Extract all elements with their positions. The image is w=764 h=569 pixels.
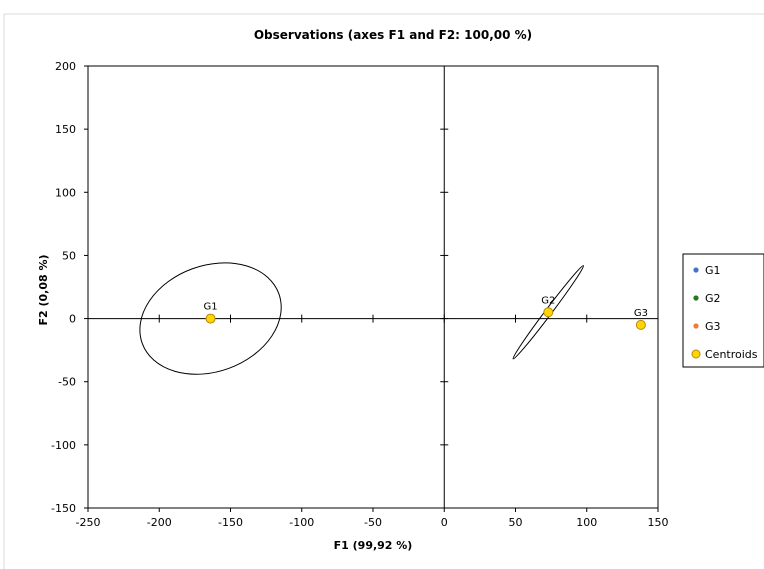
legend-label: G3 (705, 320, 721, 333)
legend: G1 G2 G3 Centroids (682, 253, 764, 368)
x-tick-label: 100 (576, 516, 597, 529)
centroid-point (635, 319, 646, 330)
y-tick-label: -100 (51, 439, 76, 452)
x-tick-label: -50 (364, 516, 382, 529)
y-tick-label: -50 (58, 376, 76, 389)
x-tick-label: 50 (509, 516, 523, 529)
legend-marker (693, 295, 699, 301)
points-layer: G1 G2 G3 (203, 295, 648, 330)
chart-title: Observations (axes F1 and F2: 100,00 %) (254, 28, 532, 42)
y-tick-label: 150 (55, 123, 76, 136)
legend-marker (691, 349, 701, 359)
centroid-point (543, 307, 554, 318)
centroid-label: G3 (634, 308, 648, 319)
x-tick-label: -200 (147, 516, 172, 529)
x-tick-label: 0 (441, 516, 448, 529)
centroid-point (205, 313, 216, 324)
legend-marker (693, 323, 699, 329)
y-tick-label: 100 (55, 186, 76, 199)
confidence-ellipse-g1 (139, 262, 282, 375)
x-axis-title: F1 (99,92 %) (334, 539, 413, 552)
legend-label: Centroids (705, 348, 758, 361)
y-tick-label: 0 (69, 313, 76, 326)
legend-label: G2 (705, 292, 721, 305)
legend-marker (693, 267, 699, 273)
x-tick-label: -250 (76, 516, 101, 529)
axes-layer: -250 -200 -150 -100 -50 0 50 100 150 -150 -100 -50 0… (51, 60, 668, 529)
y-tick-label: 50 (62, 249, 76, 262)
centroid-label: G2 (541, 295, 555, 306)
x-tick-label: -150 (218, 516, 243, 529)
legend-items: G1 G2 G3 Centroids (691, 264, 758, 361)
y-tick-label: 200 (55, 60, 76, 73)
x-tick-label: 150 (648, 516, 669, 529)
centroid-label: G1 (203, 302, 217, 313)
x-tick-label: -100 (289, 516, 314, 529)
legend-box (682, 253, 764, 368)
y-tick-label: -150 (51, 502, 76, 515)
y-axis-title: F2 (0,08 %) (37, 254, 50, 325)
legend-label: G1 (705, 264, 721, 277)
